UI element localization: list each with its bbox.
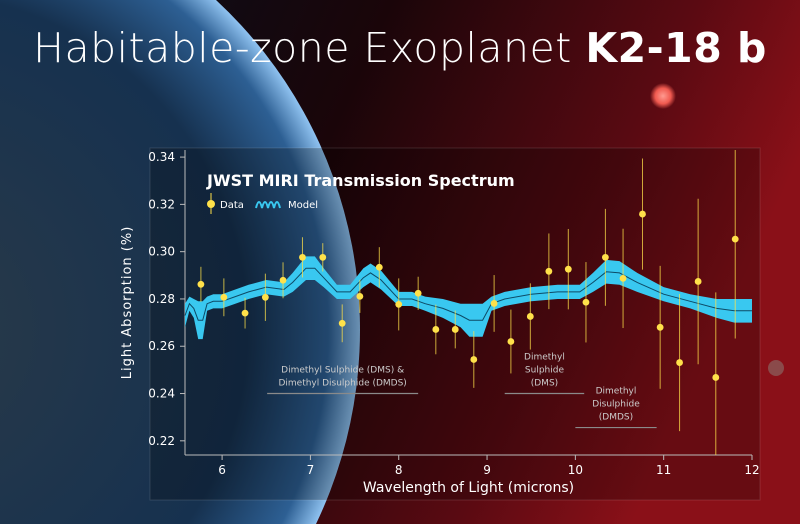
- annotation-label: Sulphide: [525, 366, 565, 376]
- data-point: [451, 326, 459, 333]
- x-tick-label: 8: [395, 463, 403, 477]
- red-dwarf-star: [650, 83, 676, 109]
- x-tick-label: 11: [656, 463, 671, 477]
- data-point: [676, 359, 683, 366]
- y-tick-label: 0.28: [148, 292, 175, 306]
- data-point: [526, 313, 534, 320]
- data-point: [197, 280, 205, 288]
- model-band: [185, 256, 752, 340]
- data-point: [470, 356, 478, 363]
- annotation-label: Dimethyl: [596, 387, 637, 397]
- y-tick-label: 0.34: [148, 150, 175, 164]
- y-axis-label: Light Absorption (%): [120, 226, 135, 380]
- data-point: [639, 210, 646, 218]
- data-point: [545, 267, 553, 275]
- data-point: [490, 300, 498, 307]
- annotation-label: Dimethyl: [524, 353, 565, 363]
- spectrum-chart: 0.22 0.24 0.26 0.28 0.30 0.32 0.34 6 7 8 9 10 11 12 Wa…: [120, 150, 760, 496]
- y-tick-label: 0.30: [148, 245, 175, 259]
- legend-data-marker: [207, 200, 215, 208]
- y-tick-label: 0.24: [148, 387, 175, 401]
- title-regular: Habitable-zone Exoplanet: [33, 24, 572, 72]
- data-point: [241, 309, 249, 317]
- x-tick-label: 12: [744, 463, 759, 477]
- y-tick-label: 0.32: [148, 197, 175, 211]
- data-point: [338, 319, 346, 327]
- data-point: [601, 253, 609, 261]
- page-title: Habitable-zone Exoplanet K2-18 b: [0, 24, 800, 72]
- small-planet: [768, 360, 784, 376]
- legend-data-label: Data: [220, 200, 244, 211]
- data-point: [319, 253, 327, 261]
- x-tick-label: 7: [307, 463, 315, 477]
- y-tick-label: 0.26: [148, 339, 175, 353]
- annotation-label: Dimethyl Disulphide (DMDS): [278, 379, 406, 389]
- data-point: [356, 292, 364, 300]
- data-point: [731, 235, 739, 243]
- x-tick-label: 9: [483, 463, 491, 477]
- x-tick-label: 10: [568, 463, 583, 477]
- annotation-label: (DMS): [531, 379, 558, 389]
- x-tick-label: 6: [218, 463, 226, 477]
- model-line: [184, 267, 752, 321]
- legend-model-label: Model: [288, 200, 318, 211]
- data-point: [279, 276, 287, 284]
- title-planet-name: K2-18 b: [585, 24, 767, 72]
- legend-model-marker: [255, 201, 281, 209]
- data-point: [564, 265, 572, 273]
- data-point: [375, 263, 383, 271]
- data-point: [414, 289, 422, 297]
- annotation-label: Disulphide: [592, 400, 640, 410]
- data-point: [712, 374, 720, 381]
- data-point: [694, 278, 702, 285]
- data-point: [261, 293, 269, 301]
- data-point: [619, 274, 627, 282]
- data-point: [582, 298, 590, 306]
- y-tick-label: 0.22: [148, 434, 175, 448]
- x-axis-label: Wavelength of Light (microns): [363, 480, 574, 496]
- data-point: [299, 253, 306, 261]
- data-point: [432, 326, 440, 333]
- data-point: [507, 338, 515, 345]
- chart-title: JWST MIRI Transmission Spectrum: [206, 171, 515, 190]
- annotation-label: (DMDS): [599, 413, 633, 423]
- data-point: [220, 293, 228, 301]
- data-point: [656, 323, 664, 331]
- data-point: [395, 300, 403, 308]
- annotation-label: Dimethyl Sulphide (DMS) &: [281, 366, 404, 376]
